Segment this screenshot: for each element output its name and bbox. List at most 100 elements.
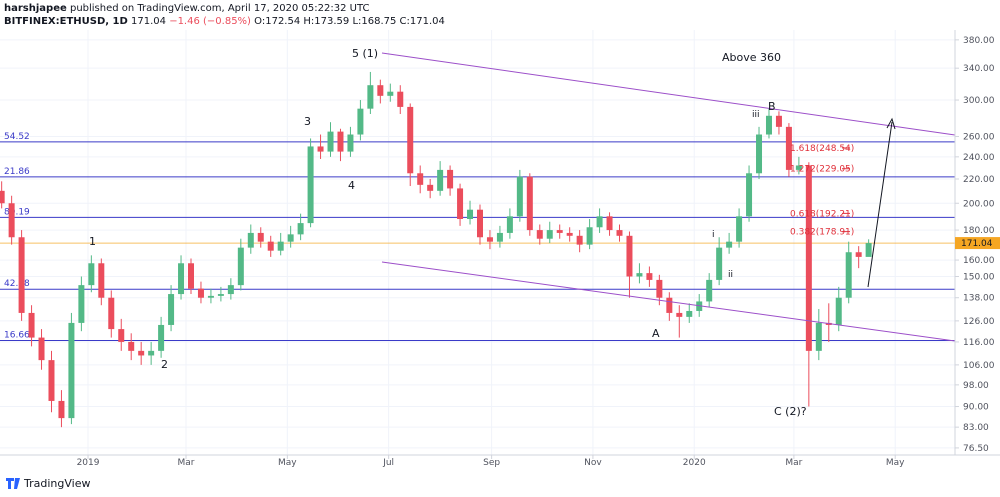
channel-upper	[381, 52, 956, 136]
candle-body	[197, 288, 204, 298]
candles	[0, 71, 872, 428]
x-tick-label: Nov	[584, 458, 602, 468]
x-tick-label: Mar	[785, 458, 802, 468]
y-tick-label: 200.00	[963, 199, 995, 209]
candle-body	[447, 169, 454, 189]
candle-body	[247, 232, 254, 248]
level-label: 89.19	[4, 207, 30, 217]
candle-body	[118, 329, 125, 342]
candle-body	[18, 237, 25, 313]
candle-body	[88, 263, 95, 286]
wave-label: B	[768, 100, 776, 113]
wave-label: iii	[752, 110, 760, 120]
wave-label: C (2)?	[774, 405, 807, 418]
candle-body	[287, 234, 294, 242]
symbol: BITFINEX:ETHUSD, 1D	[4, 16, 128, 27]
candle-body	[257, 232, 264, 242]
last-price-label: 171.04	[961, 239, 993, 249]
last-price-tag	[955, 237, 1000, 250]
candle-body	[148, 350, 155, 356]
y-tick-label: 83.00	[963, 423, 989, 433]
candle-body	[387, 91, 394, 96]
candle-body	[267, 241, 274, 251]
last: 171.04	[131, 16, 166, 27]
candle-body	[496, 232, 503, 242]
candle-body	[317, 146, 324, 152]
candle-body	[646, 273, 653, 280]
wave-label: 5 (1)	[352, 47, 378, 60]
candle-body	[556, 230, 563, 233]
candle-body	[327, 131, 334, 152]
candle-body	[8, 203, 15, 238]
candle-body	[178, 263, 185, 295]
candle-body	[227, 285, 234, 295]
candle-body	[845, 252, 852, 298]
candle-body	[716, 247, 723, 280]
y-tick-label: 300.00	[963, 96, 995, 106]
candle-body	[736, 216, 743, 242]
candle-body	[586, 227, 593, 245]
candle-body	[865, 243, 872, 257]
candle-body	[746, 173, 753, 217]
brand: TradingView	[23, 477, 90, 490]
candle-body	[566, 232, 573, 236]
fib-label: 0.382(178.91)	[790, 228, 854, 238]
candle-body	[28, 312, 35, 338]
fib-label: 1.618(248.54)	[790, 144, 854, 154]
candle-body	[636, 273, 643, 277]
candle-body	[795, 165, 802, 170]
candle-body	[676, 312, 683, 317]
candle-body	[297, 223, 304, 235]
ohlc: O:172.54 H:173.59 L:168.75 C:171.04	[254, 16, 445, 27]
footer: TradingView	[6, 477, 90, 490]
candle-body	[108, 297, 115, 330]
candle-body	[756, 134, 763, 174]
candle-body	[48, 360, 55, 401]
fib-labels: 1.618(248.54) 1.272(229.05) 0.618(192.21) 0…	[790, 144, 854, 238]
candle-body	[407, 106, 414, 174]
x-tick-label: May	[278, 458, 297, 468]
candle-body	[467, 209, 474, 220]
candle-body	[506, 216, 513, 233]
candle-body	[835, 297, 842, 325]
candle-body	[58, 400, 65, 419]
candle-body	[0, 190, 5, 204]
candle-body	[397, 91, 404, 107]
fib-label: 0.618(192.21)	[790, 209, 854, 219]
candle-body	[765, 115, 772, 135]
projection-arrow	[867, 121, 893, 288]
y-tick-label: 160.00	[963, 256, 995, 266]
candle-body	[377, 85, 384, 96]
published: published on TradingView.com, April 17, …	[70, 3, 370, 14]
candle-body	[596, 216, 603, 228]
candle-body	[775, 115, 782, 127]
candle-body	[217, 294, 224, 296]
wave-label: 2	[161, 358, 168, 371]
candle-body	[337, 131, 344, 152]
candle-body	[526, 176, 533, 231]
candle-body	[78, 285, 85, 323]
level-label: 21.86	[4, 167, 30, 177]
candle-body	[98, 263, 105, 298]
candle-body	[815, 322, 822, 351]
y-tick-label: 180.00	[963, 226, 995, 236]
candle-body	[427, 184, 434, 191]
y-tick-label: 150.00	[963, 272, 995, 282]
level-label: 16.66	[4, 330, 30, 340]
y-tick-label: 106.00	[963, 361, 995, 371]
candle-body	[367, 85, 374, 109]
y-tick-label: 126.00	[963, 317, 995, 327]
candle-body	[576, 235, 583, 245]
candle-body	[686, 310, 693, 317]
candle-body	[666, 297, 673, 313]
wave-label: 1	[89, 235, 96, 248]
wave-label: 3	[304, 115, 311, 128]
candle-body	[656, 279, 663, 298]
levels: 54.52 21.86 89.19 42.68 16.66	[0, 132, 955, 341]
x-tick-label: 2020	[683, 458, 706, 468]
candle-body	[486, 237, 493, 242]
x-tick-label: Sep	[483, 458, 500, 468]
x-tick-label: 2019	[77, 458, 100, 468]
change: −1.46 (−0.85%)	[169, 16, 251, 27]
